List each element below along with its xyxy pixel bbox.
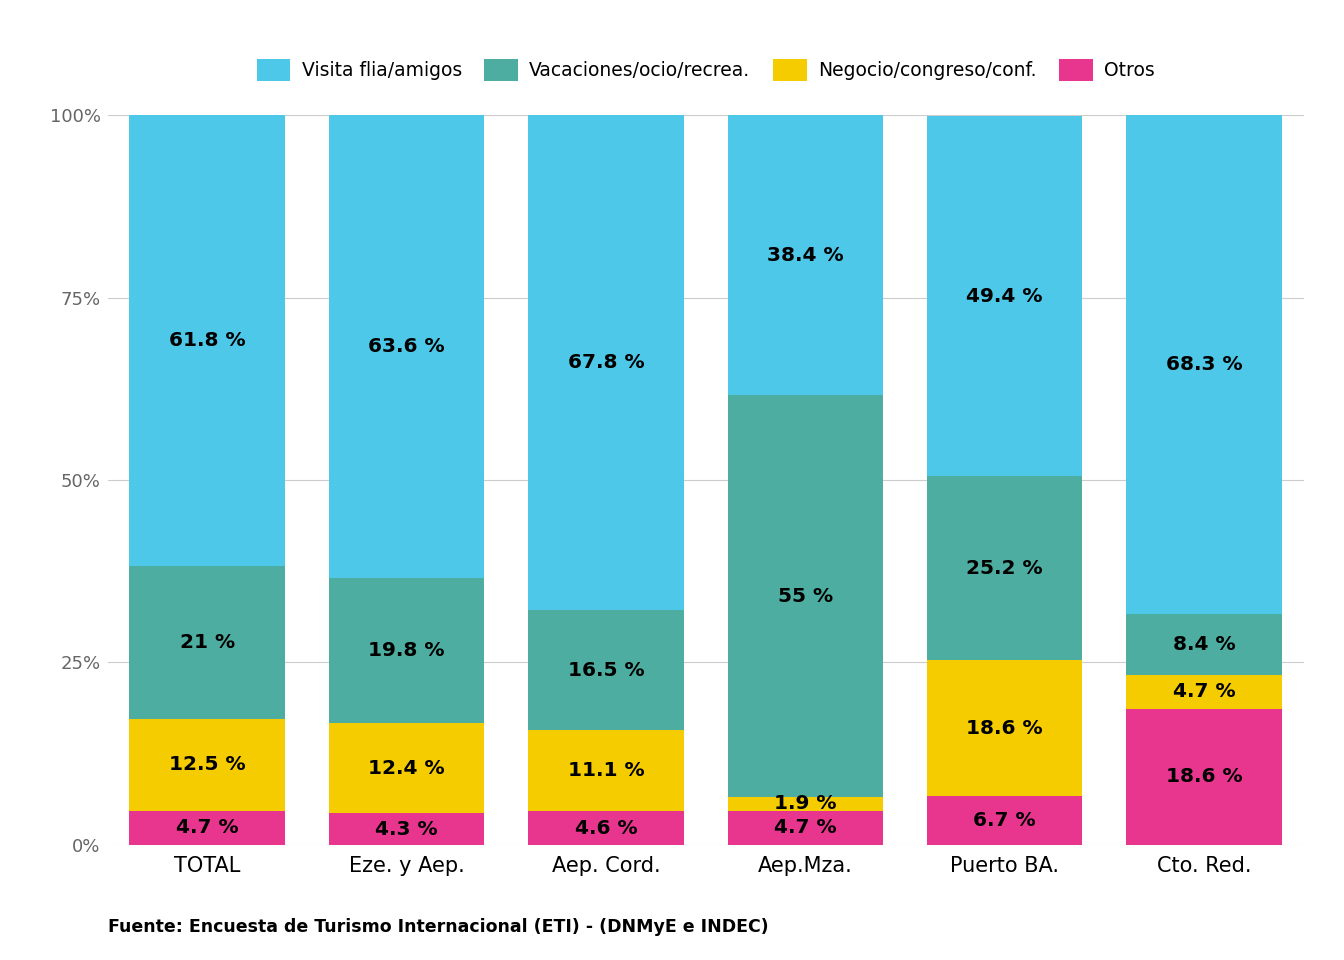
Bar <box>129 810 285 845</box>
Text: 38.4 %: 38.4 % <box>767 246 844 265</box>
Text: 55 %: 55 % <box>778 587 833 606</box>
Text: 16.5 %: 16.5 % <box>567 660 644 680</box>
Text: 12.4 %: 12.4 % <box>368 758 445 778</box>
Bar <box>329 114 484 579</box>
Bar <box>727 797 883 810</box>
Text: 67.8 %: 67.8 % <box>567 353 644 372</box>
Bar <box>1126 115 1282 613</box>
Bar <box>727 810 883 845</box>
Bar <box>528 115 684 610</box>
Text: 4.3 %: 4.3 % <box>375 820 438 839</box>
Text: 19.8 %: 19.8 % <box>368 641 445 660</box>
Text: 61.8 %: 61.8 % <box>169 331 246 350</box>
Bar <box>329 579 484 723</box>
Bar <box>329 723 484 813</box>
Bar <box>129 719 285 810</box>
Bar <box>727 396 883 797</box>
Bar <box>528 610 684 731</box>
Text: 8.4 %: 8.4 % <box>1173 635 1235 654</box>
Bar <box>528 811 684 845</box>
Text: 4.7 %: 4.7 % <box>774 818 836 837</box>
Text: 4.7 %: 4.7 % <box>1173 683 1235 702</box>
Bar <box>927 796 1082 845</box>
Text: 63.6 %: 63.6 % <box>368 337 445 356</box>
Bar <box>927 660 1082 796</box>
Text: 49.4 %: 49.4 % <box>966 287 1043 305</box>
Bar <box>1126 709 1282 845</box>
Bar <box>329 813 484 845</box>
Bar <box>727 115 883 396</box>
Text: 25.2 %: 25.2 % <box>966 559 1043 578</box>
Bar <box>129 115 285 566</box>
Text: Fuente: Encuesta de Turismo Internacional (ETI) - (DNMyE e INDEC): Fuente: Encuesta de Turismo Internaciona… <box>108 918 769 936</box>
Legend: Visita flia/amigos, Vacaciones/ocio/recrea., Negocio/congreso/conf., Otros: Visita flia/amigos, Vacaciones/ocio/recr… <box>249 52 1163 88</box>
Text: 1.9 %: 1.9 % <box>774 794 836 813</box>
Text: 21 %: 21 % <box>180 634 235 652</box>
Bar <box>927 116 1082 476</box>
Bar <box>528 731 684 811</box>
Text: 4.7 %: 4.7 % <box>176 818 238 837</box>
Bar <box>129 566 285 719</box>
Text: 18.6 %: 18.6 % <box>966 719 1043 737</box>
Bar <box>927 476 1082 660</box>
Text: 12.5 %: 12.5 % <box>169 756 246 775</box>
Text: 18.6 %: 18.6 % <box>1165 767 1242 786</box>
Bar <box>1126 675 1282 709</box>
Text: 4.6 %: 4.6 % <box>575 819 637 837</box>
Bar <box>1126 613 1282 675</box>
Text: 68.3 %: 68.3 % <box>1165 355 1242 373</box>
Text: 6.7 %: 6.7 % <box>973 811 1036 829</box>
Text: 11.1 %: 11.1 % <box>567 761 644 780</box>
